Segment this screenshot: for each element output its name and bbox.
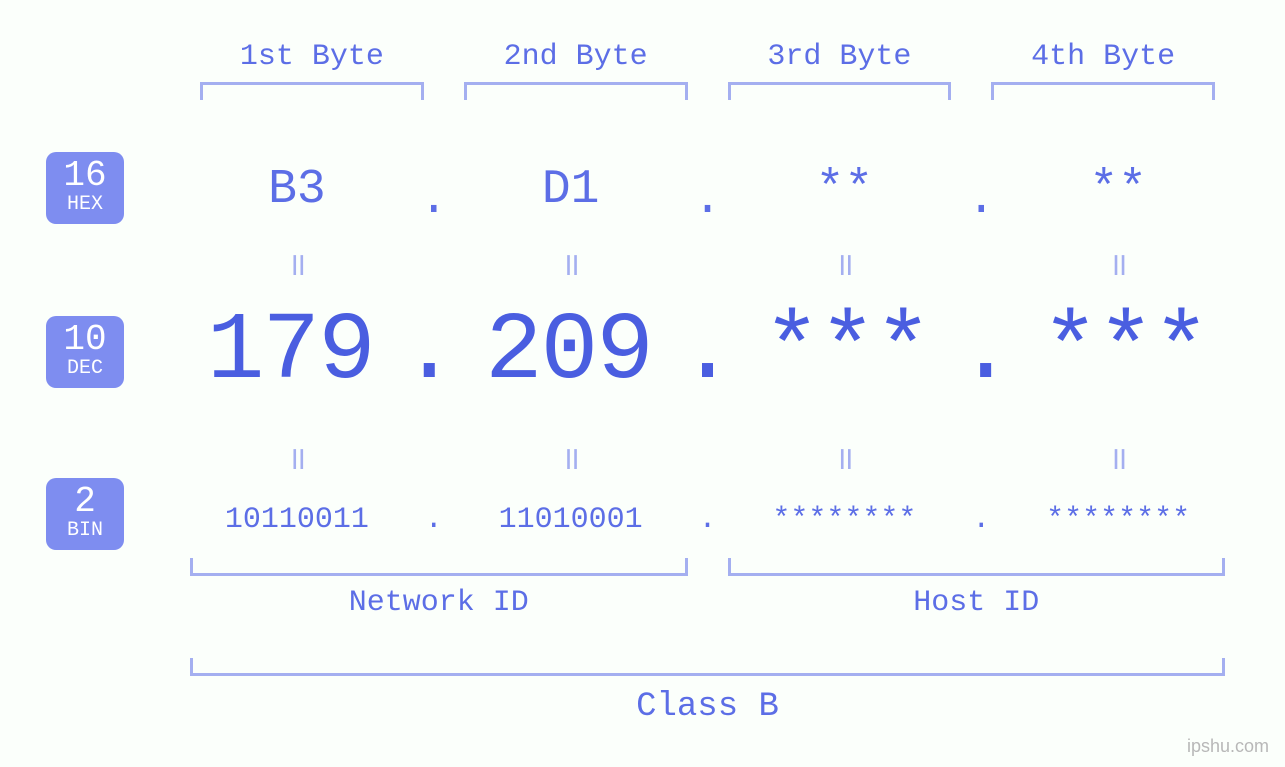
byte-header-label: 2nd Byte — [444, 40, 708, 74]
equals-icon: ॥ — [180, 242, 414, 285]
hex-byte-1: B3 — [180, 163, 414, 217]
byte-header-1: 1st Byte — [180, 40, 444, 100]
equals-icon: ॥ — [1001, 242, 1235, 285]
dot: . — [414, 503, 454, 537]
equals-row-1: ॥ ॥ ॥ ॥ — [180, 242, 1235, 285]
badge-hex-num: 16 — [46, 158, 124, 194]
byte-header-label: 1st Byte — [180, 40, 444, 74]
dot: . — [961, 173, 1001, 227]
watermark: ipshu.com — [1187, 736, 1269, 757]
dec-byte-1: 179 — [180, 304, 401, 400]
dot: . — [401, 304, 459, 400]
badge-dec: 10 DEC — [46, 316, 124, 388]
equals-icon: ॥ — [728, 436, 962, 479]
badge-bin-num: 2 — [46, 484, 124, 520]
network-id-label: Network ID — [190, 586, 688, 620]
badge-dec-label: DEC — [46, 358, 124, 380]
byte-header-3: 3rd Byte — [708, 40, 972, 100]
equals-icon: ॥ — [180, 436, 414, 479]
host-bracket — [728, 558, 1226, 576]
byte-header-label: 4th Byte — [971, 40, 1235, 74]
bin-byte-2: 11010001 — [454, 503, 688, 537]
network-bracket — [190, 558, 688, 576]
equals-icon: ॥ — [728, 242, 962, 285]
host-id-label: Host ID — [728, 586, 1226, 620]
dot: . — [688, 503, 728, 537]
badge-hex-label: HEX — [46, 194, 124, 216]
hex-byte-2: D1 — [454, 163, 688, 217]
dot: . — [414, 173, 454, 227]
dec-byte-2: 209 — [458, 304, 679, 400]
dot: . — [679, 304, 737, 400]
bin-byte-1: 10110011 — [180, 503, 414, 537]
dot: . — [688, 173, 728, 227]
hex-byte-3: ** — [728, 163, 962, 217]
byte-header-label: 3rd Byte — [708, 40, 972, 74]
equals-row-2: ॥ ॥ ॥ ॥ — [180, 436, 1235, 479]
byte-headers: 1st Byte 2nd Byte 3rd Byte 4th Byte — [180, 40, 1235, 100]
bin-byte-3: ******** — [728, 503, 962, 537]
row-hex: B3 . D1 . ** . ** — [180, 150, 1235, 230]
dec-byte-3: *** — [736, 304, 957, 400]
badge-hex: 16 HEX — [46, 152, 124, 224]
equals-icon: ॥ — [454, 436, 688, 479]
row-bin: 10110011 . 11010001 . ******** . *******… — [180, 490, 1235, 550]
equals-icon: ॥ — [454, 242, 688, 285]
dot: . — [957, 304, 1015, 400]
badge-bin: 2 BIN — [46, 478, 124, 550]
badge-bin-label: BIN — [46, 520, 124, 542]
class-bracket — [190, 658, 1225, 676]
dot: . — [961, 503, 1001, 537]
equals-icon: ॥ — [1001, 436, 1235, 479]
dec-byte-4: *** — [1014, 304, 1235, 400]
bracket-top — [464, 82, 688, 100]
hex-byte-4: ** — [1001, 163, 1235, 217]
bracket-top — [728, 82, 952, 100]
bracket-top — [200, 82, 424, 100]
bracket-top — [991, 82, 1215, 100]
bin-byte-4: ******** — [1001, 503, 1235, 537]
row-dec: 179 . 209 . *** . *** — [180, 302, 1235, 402]
class-label: Class B — [180, 688, 1235, 726]
byte-header-2: 2nd Byte — [444, 40, 708, 100]
byte-header-4: 4th Byte — [971, 40, 1235, 100]
badge-dec-num: 10 — [46, 322, 124, 358]
